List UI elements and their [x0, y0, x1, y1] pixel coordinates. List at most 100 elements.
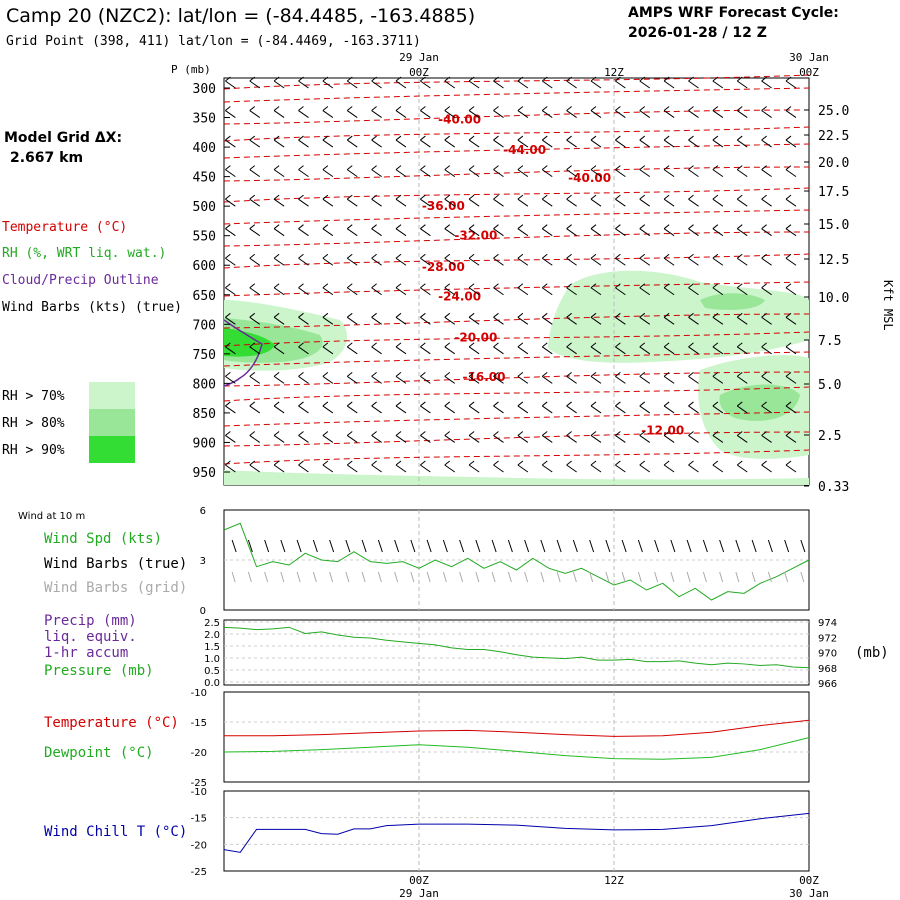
wind-barb [395, 253, 407, 266]
wind-barb [590, 253, 602, 266]
wind-barb [615, 76, 626, 89]
pressure-tick-label: 850 [193, 407, 216, 422]
precip-tick-label: 1.0 [204, 654, 220, 665]
rh-shade-4 [700, 293, 765, 310]
wind-barb [712, 106, 724, 118]
wind-barb [225, 342, 236, 355]
wind-barb-grid [784, 571, 789, 583]
pressure-tick-label: 968 [818, 664, 837, 675]
pressure-tick-label: 750 [193, 348, 216, 363]
wind-barb [273, 342, 285, 355]
temperature-contour [223, 253, 810, 269]
wind-barb [688, 431, 699, 443]
temperature-contour [223, 74, 810, 90]
wind-barb [493, 194, 504, 207]
wind-barb [590, 194, 602, 207]
temperature-contour [223, 126, 810, 142]
precip-tick-label: 0.5 [204, 666, 220, 677]
precip-tick-label: 0.0 [204, 678, 220, 689]
wind-barb-true [312, 539, 318, 553]
wind-barb-true [719, 539, 725, 553]
wind-barb [249, 76, 261, 89]
wind-barb-grid [719, 571, 724, 583]
wind-barb [639, 342, 651, 355]
wind-barb [298, 253, 309, 266]
wind-barb [371, 194, 382, 207]
wind-barb-grid [264, 571, 269, 583]
wind-barb-true [589, 539, 595, 553]
height-tick-label: 12.5 [818, 253, 849, 268]
wind-barb [590, 76, 602, 89]
pressure-tick-label: 970 [818, 649, 837, 660]
wind-barb [761, 76, 772, 89]
pressure-tick-label: 974 [818, 618, 837, 629]
wind-barb [273, 135, 285, 148]
wind-barb [395, 342, 407, 355]
wind-barb [785, 431, 797, 443]
pressure-tick-label: 600 [193, 259, 216, 274]
wind-barb [663, 312, 675, 325]
wind-barb [688, 106, 699, 118]
wind-barb [517, 312, 529, 325]
wind-barb [493, 460, 504, 473]
wind-speed-line [223, 522, 810, 601]
wind-barb [395, 401, 407, 414]
wind-barb [493, 165, 504, 178]
wind-barb-true [426, 539, 432, 553]
wind-barb [566, 194, 577, 207]
wind-barb-grid [507, 571, 512, 583]
wind-barb [468, 401, 480, 414]
wind-barb [712, 312, 724, 325]
wind-barb [639, 401, 651, 414]
wind-barb [761, 253, 772, 266]
kft-axis-label: Kft MSL [881, 280, 895, 331]
wind-barb [249, 135, 261, 148]
wind-barb [517, 371, 529, 384]
legend-temperature: Temperature (°C) [2, 220, 127, 235]
temperature-panel-frame [223, 691, 810, 783]
swatch-rh70 [89, 382, 135, 409]
precip-tick-label: 2.0 [204, 630, 220, 641]
temperature-contour [223, 331, 810, 347]
wind-barb [736, 194, 748, 207]
p-axis-label: P (mb) [171, 63, 211, 76]
wind-barb [712, 460, 724, 473]
temperature-contour [223, 313, 810, 329]
wind-barb [590, 224, 602, 237]
wind-barb-grid [670, 571, 675, 583]
bottom-time-label: 00Z [409, 874, 429, 887]
wind-barb [590, 106, 602, 118]
wind-barb [663, 460, 675, 473]
wind-barb [420, 342, 431, 355]
wind-barb [761, 401, 772, 414]
wind-barb [346, 76, 358, 89]
wind-panel: 0 3 6 [200, 506, 810, 617]
pressure-tick-label: 972 [818, 633, 837, 644]
wind-barb [298, 135, 309, 148]
wind-barb [566, 460, 577, 473]
wind-barb [371, 312, 382, 325]
wind-barb [566, 342, 577, 355]
rh-shade-7 [224, 470, 809, 485]
wind-barb-true [410, 539, 416, 553]
height-tick-label: 7.5 [818, 334, 841, 349]
wind-barb [761, 224, 772, 237]
wind-barb [663, 135, 675, 148]
temperature-panel-tick-label: -20 [191, 748, 207, 759]
wind-barb [322, 194, 334, 207]
wind-barb [322, 135, 334, 148]
wind-barb [395, 460, 407, 473]
wind-barb [517, 460, 529, 473]
wind-barb [273, 194, 285, 207]
cloud-outline [223, 319, 263, 387]
wind-barb [639, 106, 651, 118]
wind-barb [273, 401, 285, 414]
wind-barb [298, 460, 309, 473]
wind-barb [688, 135, 699, 148]
wind-barb [688, 224, 699, 237]
wind-barb [371, 106, 382, 118]
wind-barb-true [507, 539, 513, 553]
wind-barb [444, 460, 456, 473]
pressure-tick-label: 500 [193, 200, 216, 215]
wind-barb [298, 431, 309, 443]
